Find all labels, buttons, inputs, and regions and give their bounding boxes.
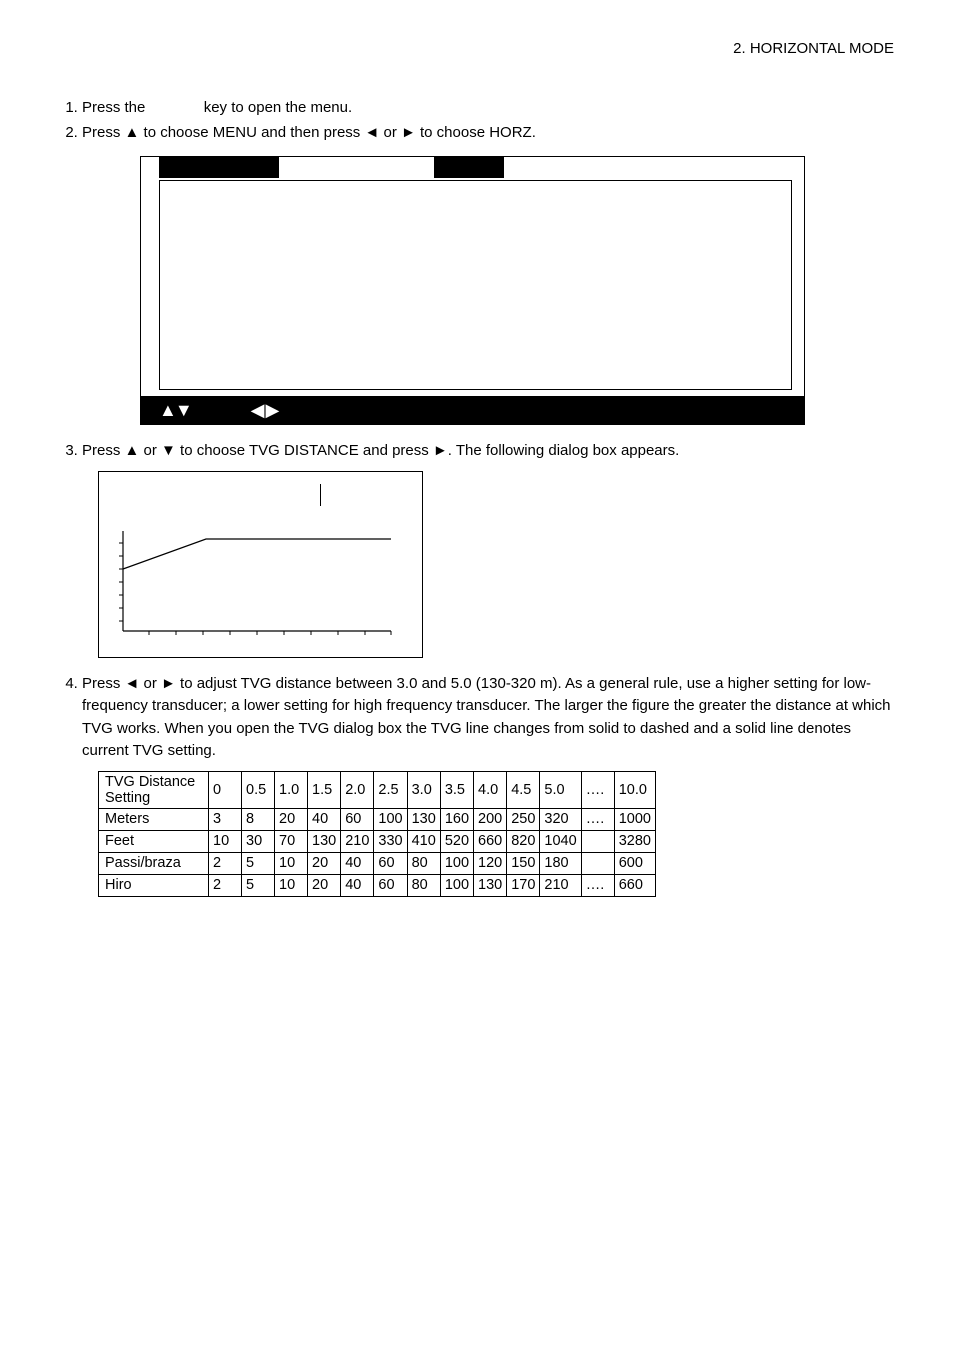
table-cell: 3 bbox=[209, 808, 242, 830]
table-cell: 0.5 bbox=[242, 771, 275, 808]
table-cell: 2 bbox=[209, 874, 242, 896]
table-cell: 3280 bbox=[614, 830, 655, 852]
table-cell: 40 bbox=[308, 808, 341, 830]
table-cell: 170 bbox=[507, 874, 540, 896]
table-cell: 40 bbox=[341, 852, 374, 874]
table-cell: 2 bbox=[209, 852, 242, 874]
table-cell: 60 bbox=[374, 874, 407, 896]
table-cell: …. bbox=[581, 808, 614, 830]
section-header: 2. HORIZONTAL MODE bbox=[60, 40, 894, 57]
table-cell: 600 bbox=[614, 852, 655, 874]
table-cell: 1040 bbox=[540, 830, 581, 852]
table-cell: 2.0 bbox=[341, 771, 374, 808]
table-cell: 40 bbox=[341, 874, 374, 896]
table-cell: 200 bbox=[474, 808, 507, 830]
table-row: Passi/braza251020406080100120150180 600 bbox=[99, 852, 656, 874]
table-cell: 20 bbox=[308, 874, 341, 896]
table-cell: 100 bbox=[374, 808, 407, 830]
dialog-header-left bbox=[111, 484, 321, 506]
table-cell: 3.0 bbox=[407, 771, 440, 808]
table-cell: 80 bbox=[407, 874, 440, 896]
table-cell bbox=[581, 852, 614, 874]
step-3: Press ▲ or ▼ to choose TVG DISTANCE and … bbox=[82, 440, 894, 463]
tvg-distance-table: TVG Distance Setting00.51.01.52.02.53.03… bbox=[98, 771, 656, 897]
table-cell: 150 bbox=[507, 852, 540, 874]
menu-inner-box bbox=[159, 180, 792, 390]
table-cell: 60 bbox=[341, 808, 374, 830]
table-cell: 130 bbox=[474, 874, 507, 896]
table-row: Hiro251020406080100130170210….660 bbox=[99, 874, 656, 896]
table-cell: 10 bbox=[275, 874, 308, 896]
table-cell: 10 bbox=[209, 830, 242, 852]
table-cell: 320 bbox=[540, 808, 581, 830]
tvg-chart bbox=[111, 521, 401, 641]
leftright-arrows-icon: ◀ ▶ bbox=[251, 400, 278, 421]
row-label: Feet bbox=[99, 830, 209, 852]
table-cell: 210 bbox=[540, 874, 581, 896]
step-1-text-b: key to open the menu. bbox=[204, 99, 352, 116]
table-cell: 1000 bbox=[614, 808, 655, 830]
table-cell: 820 bbox=[507, 830, 540, 852]
table-cell: 4.5 bbox=[507, 771, 540, 808]
table-cell: 8 bbox=[242, 808, 275, 830]
table-row: Meters38204060100130160200250320….1000 bbox=[99, 808, 656, 830]
row-label: Hiro bbox=[99, 874, 209, 896]
table-row: Feet1030701302103304105206608201040 3280 bbox=[99, 830, 656, 852]
table-cell: 1.5 bbox=[308, 771, 341, 808]
table-cell: 3.5 bbox=[440, 771, 473, 808]
table-cell: 130 bbox=[308, 830, 341, 852]
row-label: TVG Distance Setting bbox=[99, 771, 209, 808]
table-cell: …. bbox=[581, 874, 614, 896]
step-1-text-a: Press the bbox=[82, 99, 145, 116]
table-cell: 20 bbox=[275, 808, 308, 830]
table-cell: 250 bbox=[507, 808, 540, 830]
table-cell: 100 bbox=[440, 852, 473, 874]
table-cell: 100 bbox=[440, 874, 473, 896]
table-cell: 70 bbox=[275, 830, 308, 852]
table-cell: 660 bbox=[474, 830, 507, 852]
table-cell bbox=[581, 830, 614, 852]
tvg-dialog bbox=[98, 471, 423, 658]
row-label: Passi/braza bbox=[99, 852, 209, 874]
table-cell: 120 bbox=[474, 852, 507, 874]
table-cell: 130 bbox=[407, 808, 440, 830]
tvg-line bbox=[123, 539, 391, 569]
table-cell: 30 bbox=[242, 830, 275, 852]
row-label: Meters bbox=[99, 808, 209, 830]
table-cell: 410 bbox=[407, 830, 440, 852]
table-cell: 5 bbox=[242, 852, 275, 874]
table-cell: 210 bbox=[341, 830, 374, 852]
table-cell: 1.0 bbox=[275, 771, 308, 808]
table-cell: 10 bbox=[275, 852, 308, 874]
table-cell: 330 bbox=[374, 830, 407, 852]
step-4: Press ◄ or ► to adjust TVG distance betw… bbox=[82, 673, 894, 763]
menu-diagram: ▲▼ ◀ ▶ bbox=[140, 156, 805, 425]
table-cell: 4.0 bbox=[474, 771, 507, 808]
table-cell: 20 bbox=[308, 852, 341, 874]
tvg-table-body: TVG Distance Setting00.51.01.52.02.53.03… bbox=[99, 771, 656, 896]
table-cell: 2.5 bbox=[374, 771, 407, 808]
table-cell: …. bbox=[581, 771, 614, 808]
table-cell: 10.0 bbox=[614, 771, 655, 808]
dialog-header-right bbox=[321, 484, 410, 506]
table-cell: 180 bbox=[540, 852, 581, 874]
table-cell: 660 bbox=[614, 874, 655, 896]
table-cell: 0 bbox=[209, 771, 242, 808]
updown-arrows-icon: ▲▼ bbox=[159, 400, 191, 421]
table-cell: 5.0 bbox=[540, 771, 581, 808]
table-cell: 160 bbox=[440, 808, 473, 830]
table-row: TVG Distance Setting00.51.01.52.02.53.03… bbox=[99, 771, 656, 808]
step-1: Press the key to open the menu. bbox=[82, 97, 894, 120]
menu-tab-1 bbox=[159, 157, 279, 178]
table-cell: 80 bbox=[407, 852, 440, 874]
table-cell: 60 bbox=[374, 852, 407, 874]
table-cell: 520 bbox=[440, 830, 473, 852]
menu-footer-bar: ▲▼ ◀ ▶ bbox=[141, 396, 804, 424]
table-cell: 5 bbox=[242, 874, 275, 896]
menu-tab-2 bbox=[434, 157, 504, 178]
step-2: Press ▲ to choose MENU and then press ◄ … bbox=[82, 122, 894, 145]
